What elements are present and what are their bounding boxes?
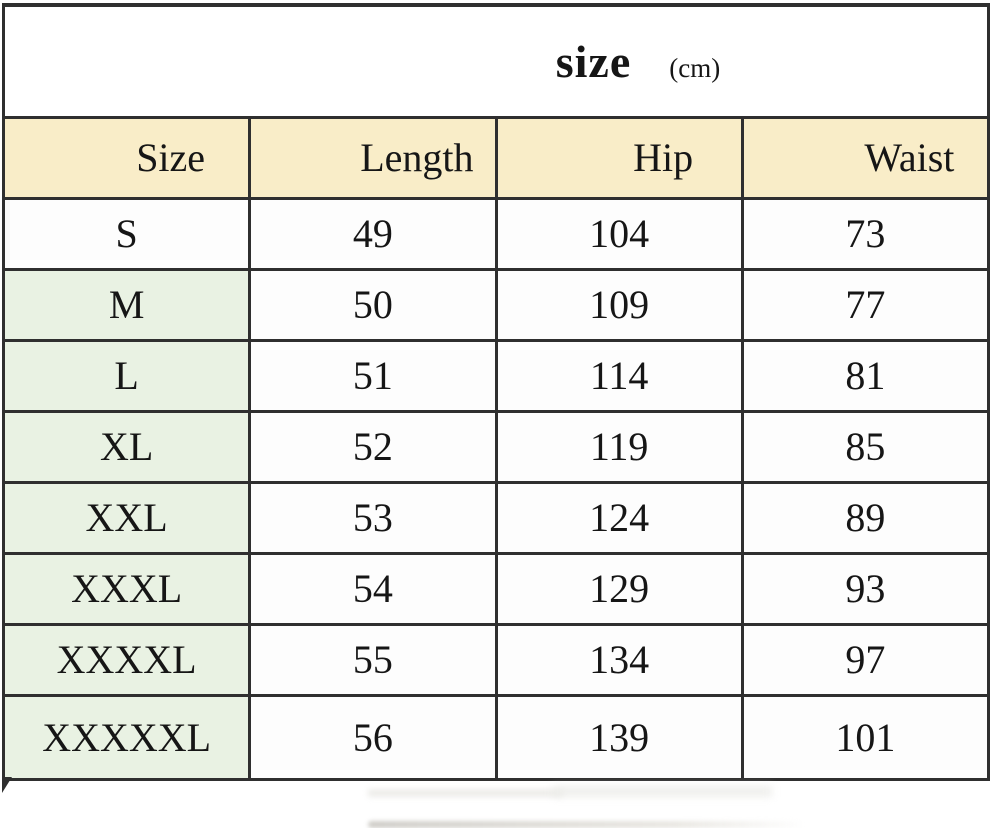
length-cell: 51 [248, 338, 498, 413]
title-row: size (cm) [2, 3, 990, 119]
title-cell: size (cm) [2, 3, 990, 119]
row-label-cell: S [1, 196, 252, 271]
page-curl-artifact [2, 777, 12, 793]
photo-remnant-smudge [368, 789, 563, 797]
length-cell: 52 [248, 409, 498, 484]
table-row-m: M 50 109 77 [1, 267, 991, 342]
row-label-cell: XL [1, 409, 252, 484]
column-header-waist: Waist [740, 115, 991, 200]
row-label-cell: XXL [1, 480, 252, 555]
table-row-xl: XL 52 119 85 [1, 409, 991, 484]
waist-cell: 85 [740, 409, 991, 484]
table-row-xxxxxl: XXXXXL 56 139 101 [1, 693, 991, 781]
photo-remnant-smudge [552, 786, 772, 797]
header-row: Size Length Hip Waist [1, 115, 991, 200]
hip-cell: 109 [494, 267, 744, 342]
length-cell: 53 [248, 480, 498, 555]
row-label-cell: M [1, 267, 252, 342]
hip-cell: 114 [494, 338, 744, 413]
row-label-cell: XXXXXL [1, 693, 252, 781]
column-header-size: Size [1, 115, 252, 200]
length-cell: 50 [248, 267, 498, 342]
row-label-cell: L [1, 338, 252, 413]
column-header-length: Length [248, 115, 498, 200]
chart-title-unit: (cm) [669, 52, 721, 83]
length-cell: 55 [248, 622, 498, 697]
photo-remnant-smudge [368, 821, 806, 828]
waist-cell: 81 [740, 338, 991, 413]
table-row-xxxxl: XXXXL 55 134 97 [1, 622, 991, 697]
hip-cell: 124 [494, 480, 744, 555]
waist-cell: 89 [740, 480, 991, 555]
waist-cell: 77 [740, 267, 991, 342]
hip-cell: 129 [494, 551, 744, 626]
hip-cell: 119 [494, 409, 744, 484]
waist-cell: 93 [740, 551, 991, 626]
column-header-hip: Hip [494, 115, 744, 200]
hip-cell: 134 [494, 622, 744, 697]
size-chart-table: size (cm) Size Length Hip Waist S 49 104 … [1, 3, 991, 781]
table-row-xxl: XXL 53 124 89 [1, 480, 991, 555]
length-cell: 49 [248, 196, 498, 271]
waist-cell: 101 [740, 693, 991, 781]
table-row-s: S 49 104 73 [1, 196, 991, 271]
waist-cell: 73 [740, 196, 991, 271]
length-cell: 54 [248, 551, 498, 626]
row-label-cell: XXXXL [1, 622, 252, 697]
table-row-l: L 51 114 81 [1, 338, 991, 413]
hip-cell: 104 [494, 196, 744, 271]
waist-cell: 97 [740, 622, 991, 697]
hip-cell: 139 [494, 693, 744, 781]
chart-title: size (cm) [556, 36, 720, 87]
row-label-cell: XXXL [1, 551, 252, 626]
table-row-xxxl: XXXL 54 129 93 [1, 551, 991, 626]
chart-title-text: size [555, 35, 632, 87]
length-cell: 56 [248, 693, 498, 781]
